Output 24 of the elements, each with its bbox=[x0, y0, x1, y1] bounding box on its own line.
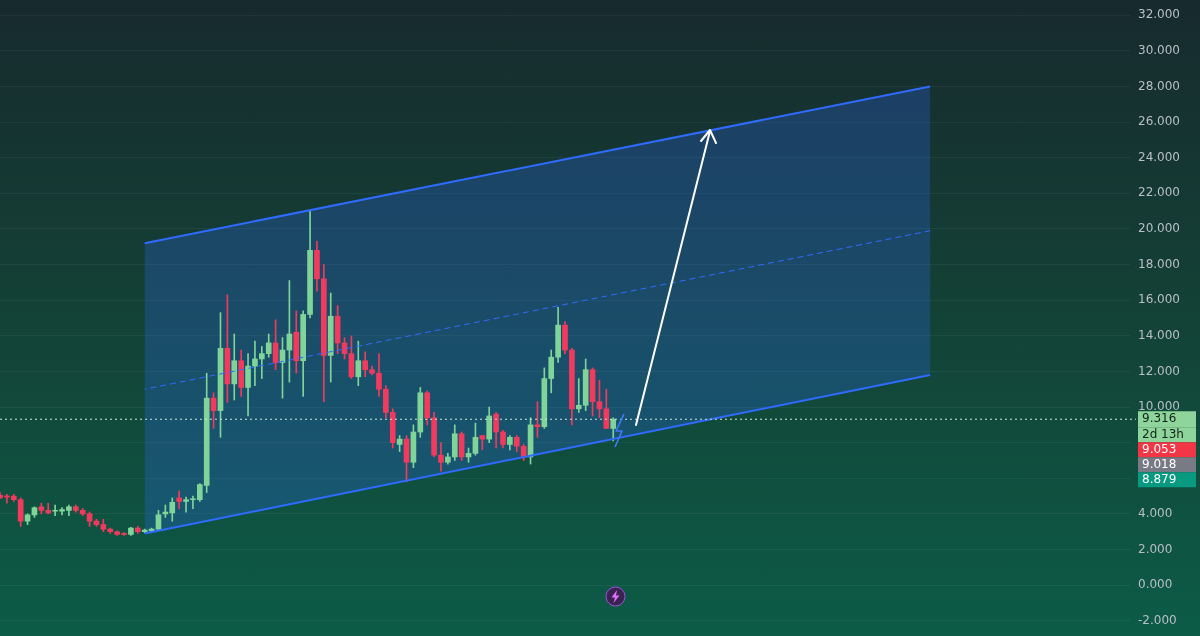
y-tick-label: 26.000 bbox=[1138, 114, 1180, 129]
y-tick-label: 18.000 bbox=[1138, 256, 1180, 271]
candlestick bbox=[438, 442, 444, 472]
y-tick-label: 0.000 bbox=[1138, 577, 1173, 592]
candlestick bbox=[252, 340, 258, 387]
y-tick-label: 32.000 bbox=[1138, 7, 1180, 22]
candlestick bbox=[176, 490, 182, 509]
text: 9.018 bbox=[1142, 456, 1177, 471]
y-tick-label: 22.000 bbox=[1138, 185, 1180, 200]
y-tick-label: -2.000 bbox=[1138, 612, 1177, 627]
text: 8.879 bbox=[1142, 471, 1177, 486]
y-tick-label: 2.000 bbox=[1138, 541, 1173, 556]
y-tick-label: 12.000 bbox=[1138, 363, 1180, 378]
y-tick-label: 28.000 bbox=[1138, 78, 1180, 93]
y-tick-label: 10.000 bbox=[1138, 399, 1180, 414]
y-tick-label: 4.000 bbox=[1138, 506, 1173, 521]
y-tick-label: 30.000 bbox=[1138, 42, 1180, 57]
text: 9.053 bbox=[1142, 441, 1177, 456]
y-tick-label: 24.000 bbox=[1138, 149, 1180, 164]
text: 2d 13h bbox=[1142, 426, 1184, 441]
y-tick-label: 14.000 bbox=[1138, 327, 1180, 342]
y-tick-label: 16.000 bbox=[1138, 292, 1180, 307]
ref-line-label: 9.316 bbox=[1142, 411, 1177, 426]
y-tick-label: 20.000 bbox=[1138, 221, 1180, 236]
